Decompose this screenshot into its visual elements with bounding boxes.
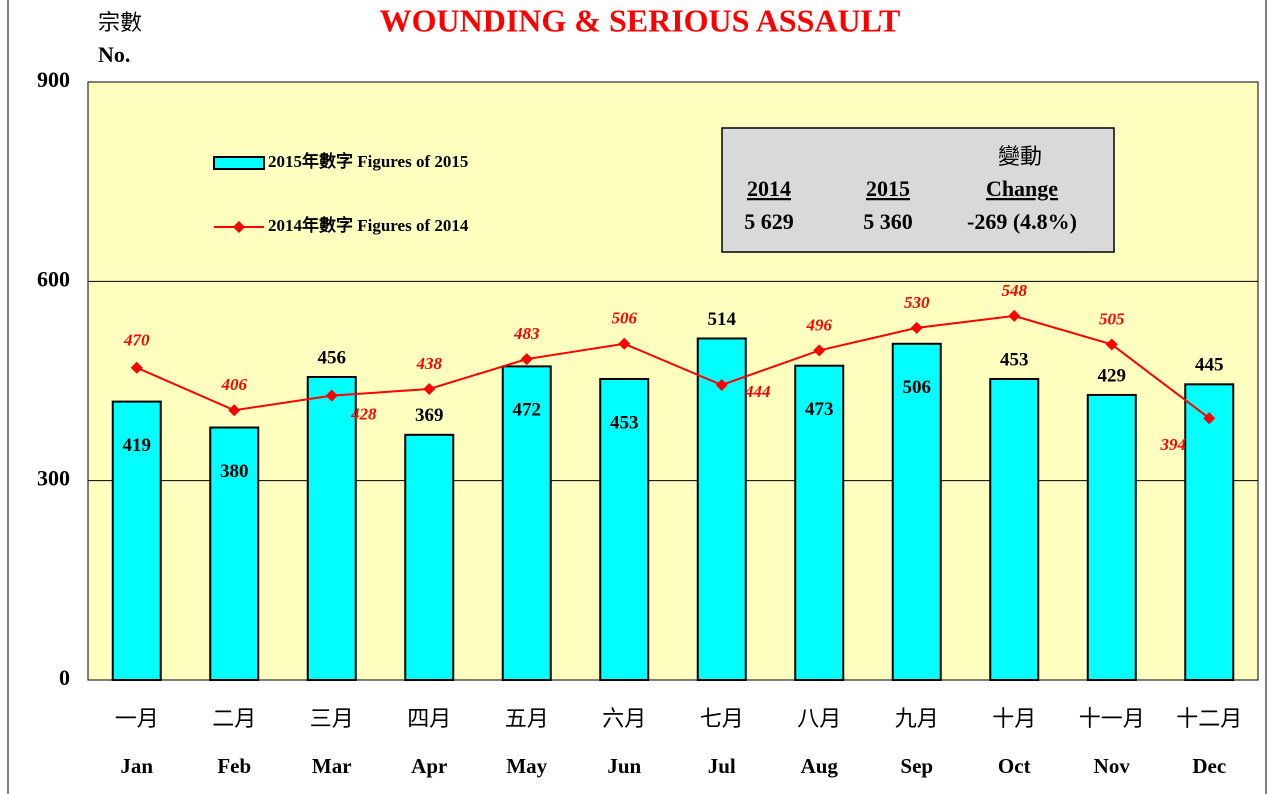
bar-value-label: 419 [123, 435, 152, 456]
y-tick-label: 600 [37, 266, 70, 291]
y-tick-label: 0 [59, 665, 70, 690]
line-marker [325, 389, 338, 402]
legend-swatch [213, 156, 265, 170]
line-value-label: 483 [513, 324, 540, 343]
x-tick-label: 二月 [212, 707, 256, 732]
legend-label: 2015年數字 Figures of 2015 [268, 151, 468, 171]
bar-value-label: 472 [513, 400, 542, 421]
line-value-label: 394 [1160, 435, 1187, 454]
summary-value: 5 629 [744, 209, 794, 234]
line-marker [1105, 338, 1118, 351]
bar-value-label: 369 [415, 405, 444, 426]
x-tick-label: Oct [998, 754, 1031, 778]
summary-header: 2015 [866, 176, 910, 201]
bar-value-label: 473 [805, 399, 834, 420]
summary-header: 2014 [747, 176, 791, 201]
x-tick-label: 一月 [115, 707, 159, 732]
bar [209, 426, 260, 681]
legend-label: 2014年數字 Figures of 2014 [268, 215, 469, 235]
bar-value-label: 506 [903, 377, 932, 398]
y-tick-label: 300 [37, 466, 70, 491]
bar [1184, 383, 1235, 681]
bar [891, 342, 942, 681]
bar [599, 378, 650, 681]
x-tick-label: Nov [1094, 754, 1131, 778]
x-tick-label: May [506, 754, 547, 778]
line-marker [910, 321, 923, 334]
x-tick-label: Mar [312, 754, 352, 778]
line-marker [228, 404, 241, 417]
x-tick-label: 十二月 [1176, 707, 1242, 732]
line-marker [1008, 309, 1021, 322]
line-value-label: 496 [806, 315, 833, 334]
bar-value-label: 453 [1000, 349, 1029, 370]
line-value-label: 470 [123, 331, 150, 350]
line-value-label: 505 [1099, 309, 1125, 328]
legend-swatch [233, 221, 245, 233]
x-tick-label: Jul [708, 754, 736, 778]
x-tick-label: 九月 [895, 707, 939, 732]
line-marker [813, 344, 826, 357]
x-tick-label: 四月 [407, 707, 451, 732]
bar [1086, 393, 1137, 681]
line-marker [715, 378, 728, 391]
line-marker [618, 337, 631, 350]
bar-value-label: 456 [318, 347, 347, 368]
bar-value-label: 445 [1195, 355, 1224, 376]
line-value-label: 506 [612, 309, 638, 328]
line-value-label: 548 [1002, 281, 1028, 300]
line-marker [1203, 412, 1216, 425]
x-tick-label: Jan [120, 754, 153, 778]
bar-value-label: 380 [220, 461, 249, 482]
line-value-label: 444 [744, 382, 771, 401]
x-tick-label: 十一月 [1079, 707, 1145, 732]
bar [696, 337, 747, 681]
x-tick-label: Jun [607, 754, 641, 778]
bar-value-label: 429 [1098, 365, 1127, 386]
line-marker [130, 361, 143, 374]
line [136, 314, 1210, 420]
x-tick-label: 三月 [310, 707, 354, 732]
summary-value: -269 (4.8%) [967, 209, 1077, 234]
x-tick-label: Feb [217, 754, 251, 778]
bar [501, 365, 552, 681]
x-tick-label: 八月 [797, 707, 841, 732]
chart-title: WOUNDING & SERIOUS ASSAULT [380, 2, 901, 38]
bar-value-label: 453 [610, 412, 639, 433]
bar [111, 400, 162, 681]
bar [989, 378, 1040, 681]
x-tick-label: Aug [801, 754, 839, 778]
y-axis-label: 宗數 [98, 11, 142, 36]
bar [794, 364, 845, 681]
x-tick-label: Dec [1192, 754, 1226, 778]
x-tick-label: 十月 [992, 707, 1036, 732]
summary-value: 5 360 [863, 209, 913, 234]
summary-box [721, 127, 1115, 253]
line-value-label: 438 [416, 354, 443, 373]
line-value-label: 406 [221, 375, 248, 394]
x-tick-label: Sep [900, 754, 933, 778]
bar [306, 376, 357, 681]
x-tick-label: 六月 [602, 707, 646, 732]
line-marker [423, 382, 436, 395]
line-value-label: 428 [350, 405, 377, 424]
line-marker [520, 353, 533, 366]
bar [404, 433, 455, 681]
line-value-label: 530 [904, 293, 930, 312]
x-tick-label: 五月 [505, 707, 549, 732]
bar-value-label: 514 [708, 309, 737, 330]
y-tick-label: 900 [37, 67, 70, 92]
summary-header: Change [986, 176, 1058, 201]
x-tick-label: Apr [411, 754, 447, 778]
y-axis-label: No. [98, 42, 130, 67]
summary-heading: 變動 [998, 145, 1042, 170]
x-tick-label: 七月 [700, 707, 744, 732]
